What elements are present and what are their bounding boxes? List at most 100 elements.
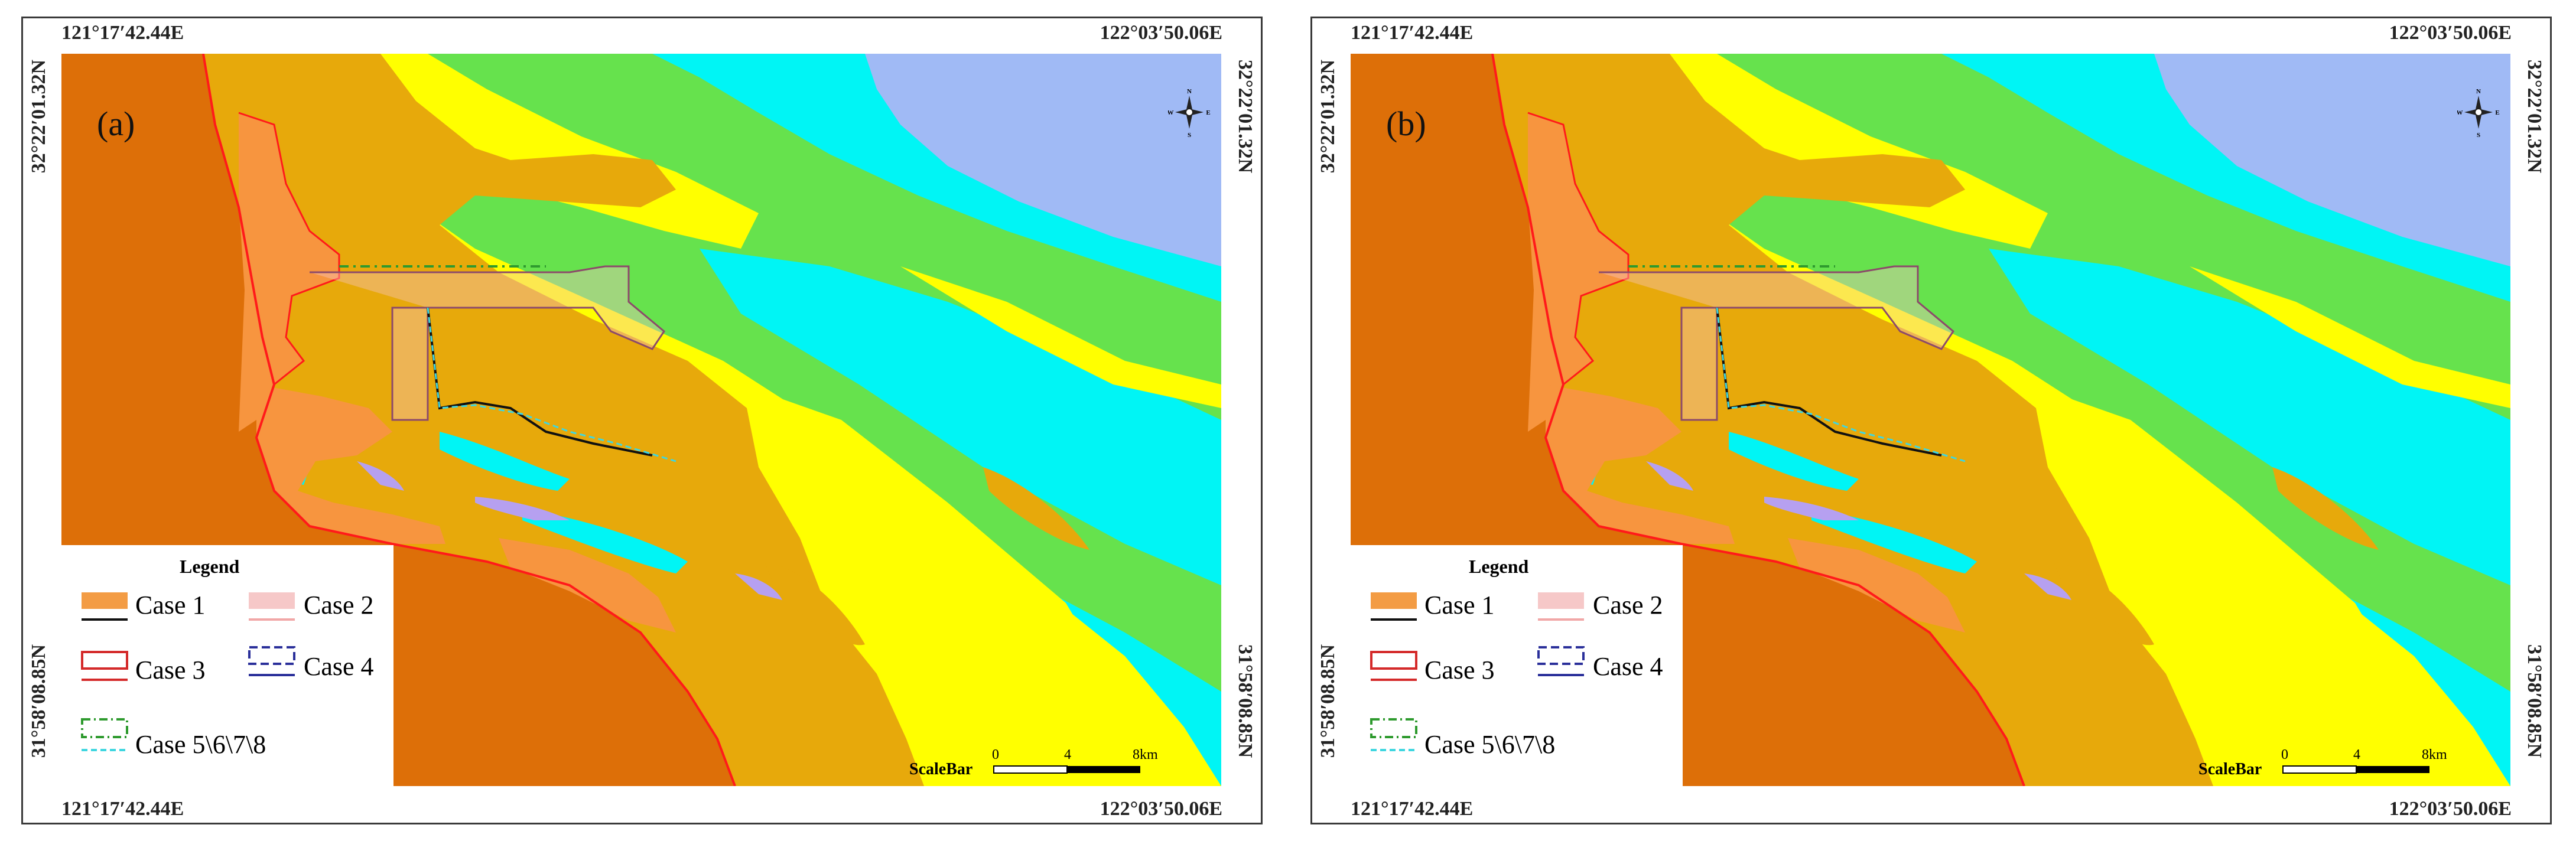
coord-bottom-right: 122°03′50.06E: [1100, 798, 1222, 820]
legend-case2-symbol: [1538, 592, 1584, 621]
lavender-patch-1: [1646, 461, 1693, 491]
north-arrow: N S E W: [1167, 86, 1211, 139]
cyan-zone-mid: [1989, 249, 2510, 585]
legend-case1-symbol: [82, 592, 128, 621]
coord-right-top: 32°22′01.32N: [2523, 60, 2545, 174]
lavender-patch-3: [735, 573, 782, 600]
coord-bottom-left: 121°17′42.44E: [1351, 798, 1474, 820]
reclaimed-area-port: [499, 538, 676, 633]
scale-bar: ScaleBar 0 4 8km: [909, 747, 1217, 783]
scalebar-title: ScaleBar: [2198, 760, 2262, 778]
compass-s: S: [2477, 132, 2480, 138]
legend-case2-label: Case 2: [304, 591, 374, 620]
legend: Legend Case 1 Case 2 Case 3 Case 4 Case …: [1351, 545, 1683, 786]
scalebar-tick-4: 4: [2353, 747, 2360, 762]
reclaimed-area-south: [1546, 384, 1735, 544]
shallow-flat-island: [2054, 562, 2154, 646]
lavender-patch-2: [1764, 497, 1859, 520]
coord-top-right: 122°03′50.06E: [2389, 22, 2512, 44]
yellow-bar-north: [900, 266, 1221, 408]
map-panel-b: 121°17′42.44E 122°03′50.06E 121°17′42.44…: [1310, 17, 2552, 824]
lavender-patch-3: [2024, 573, 2071, 600]
compass-w: W: [1168, 109, 1174, 116]
scale-bar: ScaleBar 0 4 8km: [2198, 747, 2506, 783]
case58-line: [427, 307, 676, 462]
compass-rose-icon: N S E W: [1167, 88, 1211, 139]
compass-n: N: [2476, 88, 2481, 95]
compass-e: E: [2495, 109, 2499, 116]
legend: Legend Case 1 Case 2 Case 3 Case 4 Case …: [61, 545, 393, 786]
cyan-channel-2: [440, 432, 570, 491]
yellow-bar-east: [2030, 384, 2390, 662]
legend-title: Legend: [180, 556, 240, 577]
scalebar-tick-0: 0: [992, 747, 999, 762]
legend-case2-label: Case 2: [1593, 591, 1663, 620]
coord-top-left: 121°17′42.44E: [61, 22, 184, 44]
cyan-channel-2: [1729, 432, 1859, 491]
compass-rose-icon: N S E W: [2457, 88, 2500, 139]
compass-w: W: [2457, 109, 2463, 116]
lavender-patch-1: [357, 461, 404, 491]
shallow-flat-shoal: [2272, 467, 2379, 550]
coord-top-right: 122°03′50.06E: [1100, 22, 1222, 44]
coastline-boundary: [1491, 54, 2025, 786]
panel-label: (b): [1386, 105, 1426, 143]
scalebar-graphic: [2282, 765, 2429, 774]
legend-title: Legend: [1469, 556, 1529, 577]
deep-sea-zone: [865, 54, 1221, 266]
cyan-channel-3: [1811, 508, 1977, 573]
scalebar-tick-4: 4: [1064, 747, 1071, 762]
coord-bottom-right: 122°03′50.06E: [2389, 798, 2512, 820]
coord-right-bottom: 31°58′08.85N: [2523, 644, 2545, 758]
reclaimed-area-north: [1528, 113, 1628, 432]
compass-s: S: [1188, 132, 1191, 138]
yellow-bar-north: [2190, 266, 2510, 408]
legend-case3-symbol: [81, 651, 128, 681]
north-arrow: N S E W: [2457, 86, 2500, 139]
coord-right-bottom: 31°58′08.85N: [1234, 644, 1256, 758]
case1-line: [427, 307, 653, 457]
reclaimed-area-south: [256, 384, 445, 544]
legend-case2-symbol: [249, 592, 295, 621]
compass-e: E: [1206, 109, 1210, 116]
scalebar-tick-0: 0: [2281, 747, 2288, 762]
legend-case3-symbol: [1370, 651, 1417, 681]
coord-left-top: 32°22′01.32N: [1317, 60, 1339, 174]
legend-case3-label: Case 3: [135, 656, 206, 684]
reclaimed-area-north: [239, 113, 339, 432]
case58-line: [1716, 307, 1966, 462]
reclaimed-area-port: [1788, 538, 1965, 633]
coord-top-left: 121°17′42.44E: [1351, 22, 1474, 44]
yellow-bar-east: [741, 384, 1101, 662]
scalebar-title: ScaleBar: [909, 760, 973, 778]
case-footprint: [1599, 265, 1954, 421]
lavender-patch-2: [475, 497, 570, 520]
legend-case4-symbol: [1537, 646, 1585, 676]
shallow-flat-island: [765, 562, 865, 646]
coord-left-bottom: 31°58′08.85N: [1317, 644, 1339, 758]
legend-case58-label: Case 5\6\7\8: [1424, 730, 1556, 759]
map-panel-a: 121°17′42.44E 122°03′50.06E 121°17′42.44…: [21, 17, 1263, 824]
case1-line: [1716, 307, 1942, 457]
legend-case1-label: Case 1: [1424, 591, 1495, 620]
legend-case1-label: Case 1: [135, 591, 206, 620]
legend-case1-symbol: [1371, 592, 1417, 621]
legend-case4-symbol: [248, 646, 295, 676]
coord-bottom-left: 121°17′42.44E: [61, 798, 184, 820]
case-footprint: [310, 265, 665, 421]
legend-case4-label: Case 4: [1593, 652, 1663, 681]
legend-case3-label: Case 3: [1424, 656, 1495, 684]
cyan-channel-3: [522, 508, 688, 573]
coord-left-bottom: 31°58′08.85N: [28, 644, 50, 758]
coord-left-top: 32°22′01.32N: [28, 60, 50, 174]
coord-right-top: 32°22′01.32N: [1234, 60, 1256, 174]
scalebar-tick-8: 8km: [1133, 747, 1158, 762]
deep-sea-zone: [2154, 54, 2510, 266]
scalebar-tick-8: 8km: [2422, 747, 2447, 762]
legend-case4-label: Case 4: [304, 652, 374, 681]
legend-case58-label: Case 5\6\7\8: [135, 730, 266, 759]
cyan-zone-mid: [700, 249, 1221, 585]
legend-case58-symbol: [81, 718, 128, 751]
shallow-flat-shoal: [983, 467, 1089, 550]
compass-n: N: [1187, 88, 1192, 95]
